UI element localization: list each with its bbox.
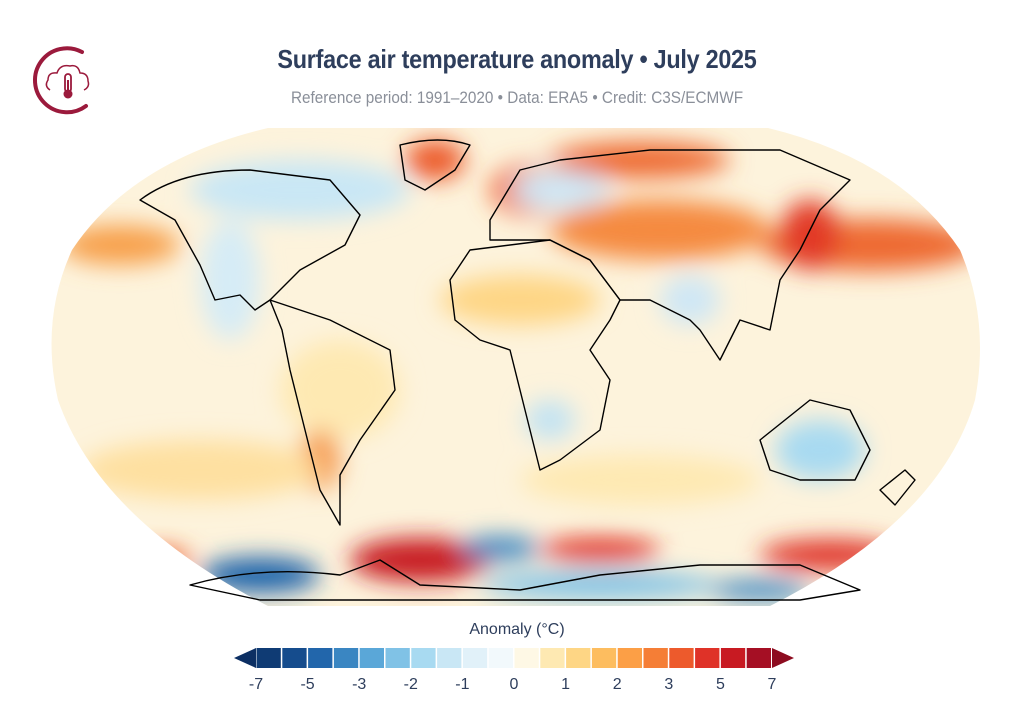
colorbar-swatch [566, 648, 591, 668]
colorbar-tick-label: -5 [300, 676, 315, 693]
colorbar-swatch [359, 648, 384, 668]
colorbar-swatch [385, 648, 410, 668]
colorbar-tick-label: -3 [352, 676, 367, 693]
coastlines [139, 139, 916, 601]
colorbar-tick-label: -1 [455, 676, 470, 693]
colorbar-swatch [540, 648, 565, 668]
page-subtitle: Reference period: 1991–2020 • Data: ERA5… [290, 88, 744, 107]
colorbar-under-arrow [234, 648, 256, 668]
colorbar-tick-label: 7 [767, 676, 777, 693]
colorbar-label: Anomaly (°C) [469, 621, 565, 638]
colorbar-swatch [746, 648, 771, 668]
colorbar-swatch [695, 648, 720, 668]
colorbar-swatch [591, 648, 617, 668]
colorbar-swatch [282, 648, 307, 668]
colorbar-tick-label: 0 [509, 676, 519, 693]
colorbar-tick-label: -7 [248, 676, 264, 693]
colorbar-swatch [720, 648, 746, 668]
colorbar [234, 648, 794, 668]
colorbar-swatch [308, 648, 333, 668]
colorbar-swatch [437, 648, 462, 668]
colorbar-tick-label: -2 [403, 676, 418, 693]
colorbar-swatch [514, 648, 539, 668]
colorbar-tick-label: 5 [715, 676, 725, 693]
colorbar-swatch [411, 648, 436, 668]
colorbar-swatch [256, 648, 281, 668]
colorbar-tick-label: 3 [664, 676, 674, 693]
colorbar-swatch [643, 648, 668, 668]
colorbar-swatch [488, 648, 513, 668]
colorbar-swatch [669, 648, 694, 668]
cloud-thermometer-icon [32, 46, 90, 115]
colorbar-swatch [617, 648, 642, 668]
colorbar-swatch [462, 648, 488, 668]
colorbar-swatch [333, 648, 359, 668]
world-anomaly-map[interactable] [0, 0, 1024, 620]
colorbar-tick-label: 1 [561, 676, 571, 693]
anomaly-field [51, 128, 980, 606]
colorbar-tick-label: 2 [612, 676, 622, 693]
page-title: Surface air temperature anomaly • July 2… [277, 44, 757, 74]
colorbar-over-arrow [772, 648, 794, 668]
